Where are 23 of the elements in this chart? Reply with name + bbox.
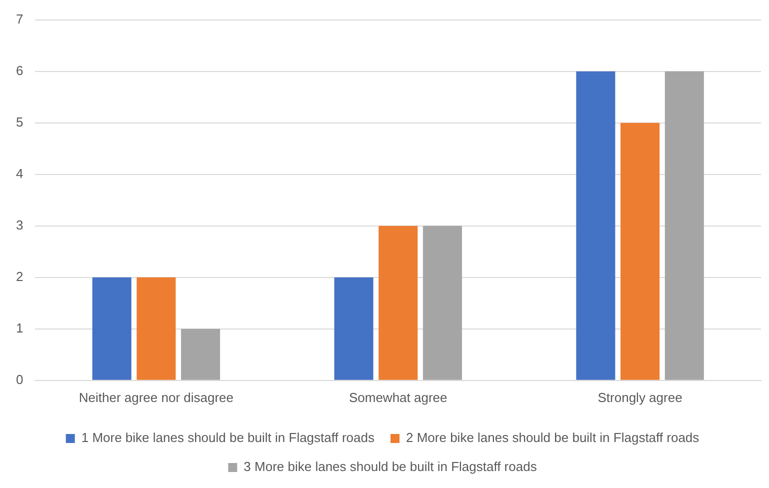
bar [576,71,616,380]
y-tick-label: 4 [16,166,24,181]
x-tick-label: Somewhat agree [348,390,448,405]
y-tick-label: 0 [16,372,24,387]
legend-label: 3 More bike lanes should be built in Flagstaff roads [244,459,538,474]
y-tick-label: 3 [16,217,24,232]
bar [92,277,132,380]
x-tick-label: Neither agree nor disagree [78,390,234,405]
legend-label: 2 More bike lanes should be built in Flagstaff roads [406,430,700,446]
bar [422,226,462,380]
bar [334,277,374,380]
bar [378,226,418,380]
y-tick-label: 6 [16,62,24,78]
bar [181,328,220,380]
bar [620,122,660,380]
bar [664,71,704,380]
bar [136,277,176,380]
y-tick-label: 2 [16,268,24,284]
y-tick-label: 5 [16,114,24,130]
y-tick-label: 1 [16,320,24,336]
y-tick-label: 7 [16,11,24,26]
legend-label: 1 More bike lanes should be built in Flagstaff roads [81,430,375,446]
x-tick-label: Strongly agree [598,390,682,405]
